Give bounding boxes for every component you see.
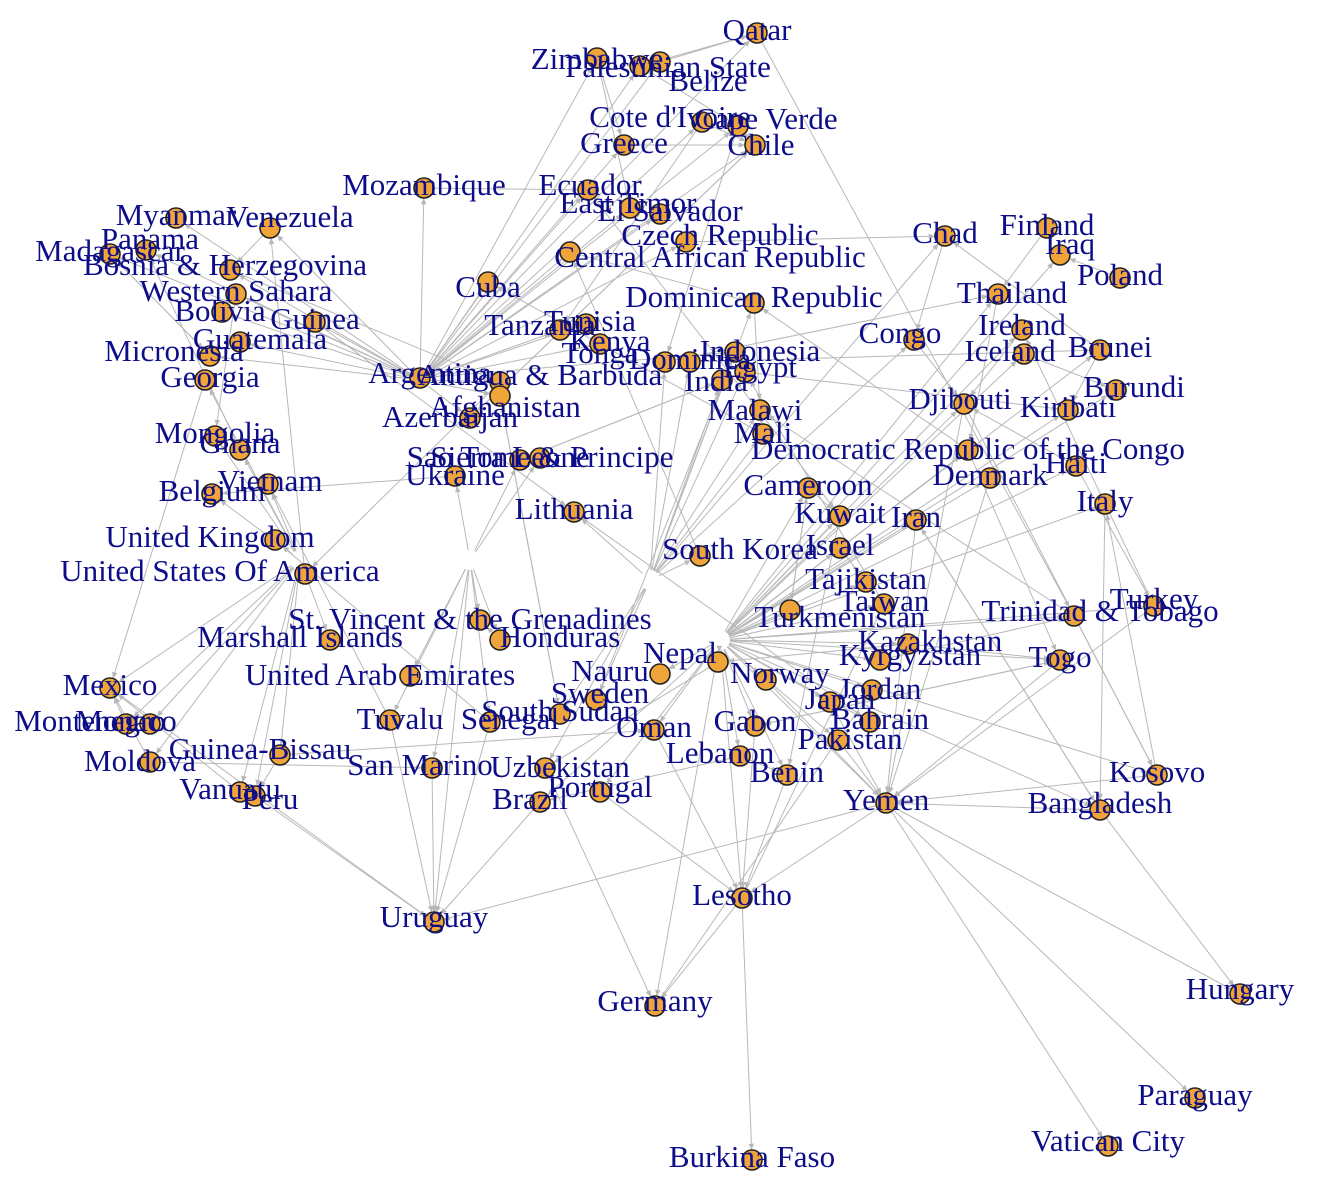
node-label-brazil: Brazil	[492, 781, 568, 816]
node-label-tuvalu: Tuvalu	[357, 701, 444, 736]
node-label-kiribati: Kiribati	[1020, 389, 1117, 424]
node-label-vatican-city: Vatican City	[1031, 1123, 1186, 1158]
node-label-pakistan: Pakistan	[797, 721, 903, 756]
node-label-germany: Germany	[597, 983, 713, 1018]
node-label-honduras: Honduras	[500, 619, 621, 654]
node-label-kyrgyzstan: Kyrgyzstan	[839, 637, 982, 672]
node-label-peru: Peru	[242, 781, 299, 816]
node-label-guinea-bissau: Guinea-Bissau	[169, 731, 352, 766]
edge-yemen-paraguay	[893, 810, 1188, 1091]
node-label-belgium: Belgium	[159, 473, 266, 508]
node-label-united-kingdom: United Kingdom	[105, 519, 314, 554]
node-label-yemen: Yemen	[843, 782, 930, 817]
node-label-haiti: Haiti	[1045, 445, 1107, 480]
edge-benin-lesotho	[745, 784, 783, 888]
node-label-benin: Benin	[750, 754, 825, 789]
edge-germany-hub	[657, 650, 719, 996]
node-label-iraq: Iraq	[1045, 226, 1095, 261]
node-label-qatar: Qatar	[723, 12, 793, 47]
node-label-senegal: Senegal	[461, 701, 559, 736]
node-label-mozambique: Mozambique	[342, 167, 506, 202]
node-label-congo: Congo	[859, 315, 942, 350]
edge-mozambique-hub	[420, 198, 424, 370]
node-label-marshall-islands: Marshall Islands	[197, 619, 403, 654]
node-label-san-marino: San Marino	[347, 747, 493, 782]
node-label-venezuela: Venezuela	[226, 199, 354, 234]
node-label-italy: Italy	[1077, 483, 1134, 518]
node-label-south-korea: South Korea	[662, 531, 818, 566]
edge-kosovo-italy	[1107, 514, 1155, 765]
node-label-poland: Poland	[1077, 257, 1164, 292]
node-label-thailand: Thailand	[957, 275, 1068, 310]
edge-yemen-uruguay	[444, 806, 877, 920]
node-label-antigua-barbuda: Antigua & Barbuda	[418, 357, 663, 392]
node-label-chile: Chile	[727, 127, 794, 162]
node-label-iceland: Iceland	[964, 333, 1056, 368]
node-label-gabon: Gabon	[714, 703, 797, 738]
edge-lithuania-hub	[581, 519, 642, 574]
node-label-ghana: Ghana	[200, 425, 281, 460]
edge-ukraine-hub	[457, 486, 468, 550]
node-label-iran: Iran	[891, 499, 941, 534]
node-label-paraguay: Paraguay	[1137, 1077, 1253, 1112]
node-label-denmark: Denmark	[932, 457, 1048, 492]
node-label-bangladesh: Bangladesh	[1028, 785, 1173, 820]
node-label-kuwait: Kuwait	[794, 495, 886, 530]
node-label-brunei: Brunei	[1068, 329, 1153, 364]
node-label-trinidad-tobago: Trinidad & Tobago	[981, 593, 1218, 628]
node-label-togo: Togo	[1028, 639, 1091, 674]
node-label-hungary: Hungary	[1186, 971, 1295, 1006]
node-label-uruguay: Uruguay	[380, 899, 489, 934]
edge-yemen-vatican-city	[891, 811, 1102, 1137]
edge-yemen-hungary	[895, 808, 1231, 990]
edge-lesotho-burkina-faso	[742, 908, 751, 1150]
label-layer: QatarZimbabwePalestinian StateBelizeCote…	[14, 12, 1294, 1174]
edge-san-marino-uruguay	[432, 778, 434, 912]
node-label-lesotho: Lesotho	[692, 877, 792, 912]
node-label-belize: Belize	[668, 63, 747, 98]
edge-italy-bangladesh	[1100, 514, 1105, 800]
node-label-azerbaijan: Azerbaijan	[382, 399, 518, 434]
node-label-greece: Greece	[580, 125, 668, 160]
node-label-nepal: Nepal	[643, 635, 717, 670]
node-label-chad: Chad	[912, 215, 978, 250]
node-label-united-arab-emirates: United Arab Emirates	[245, 657, 515, 692]
node-label-lithuania: Lithuania	[515, 491, 634, 526]
node-label-burkina-faso: Burkina Faso	[669, 1139, 835, 1174]
node-label-ukraine: Ukraine	[405, 457, 505, 492]
edge-bangladesh-hungary	[1106, 818, 1234, 986]
node-label-mexico: Mexico	[63, 667, 158, 702]
node-label-georgia: Georgia	[160, 359, 260, 394]
node-label-kosovo: Kosovo	[1109, 754, 1205, 789]
node-label-central-african-republic: Central African Republic	[554, 239, 866, 274]
node-label-dominican-republic: Dominican Republic	[625, 279, 882, 314]
node-label-djibouti: Djibouti	[908, 381, 1012, 416]
node-label-united-states: United States Of America	[60, 553, 380, 588]
node-label-montenegro: Montenegro	[14, 703, 166, 738]
node-label-cuba: Cuba	[455, 269, 521, 304]
